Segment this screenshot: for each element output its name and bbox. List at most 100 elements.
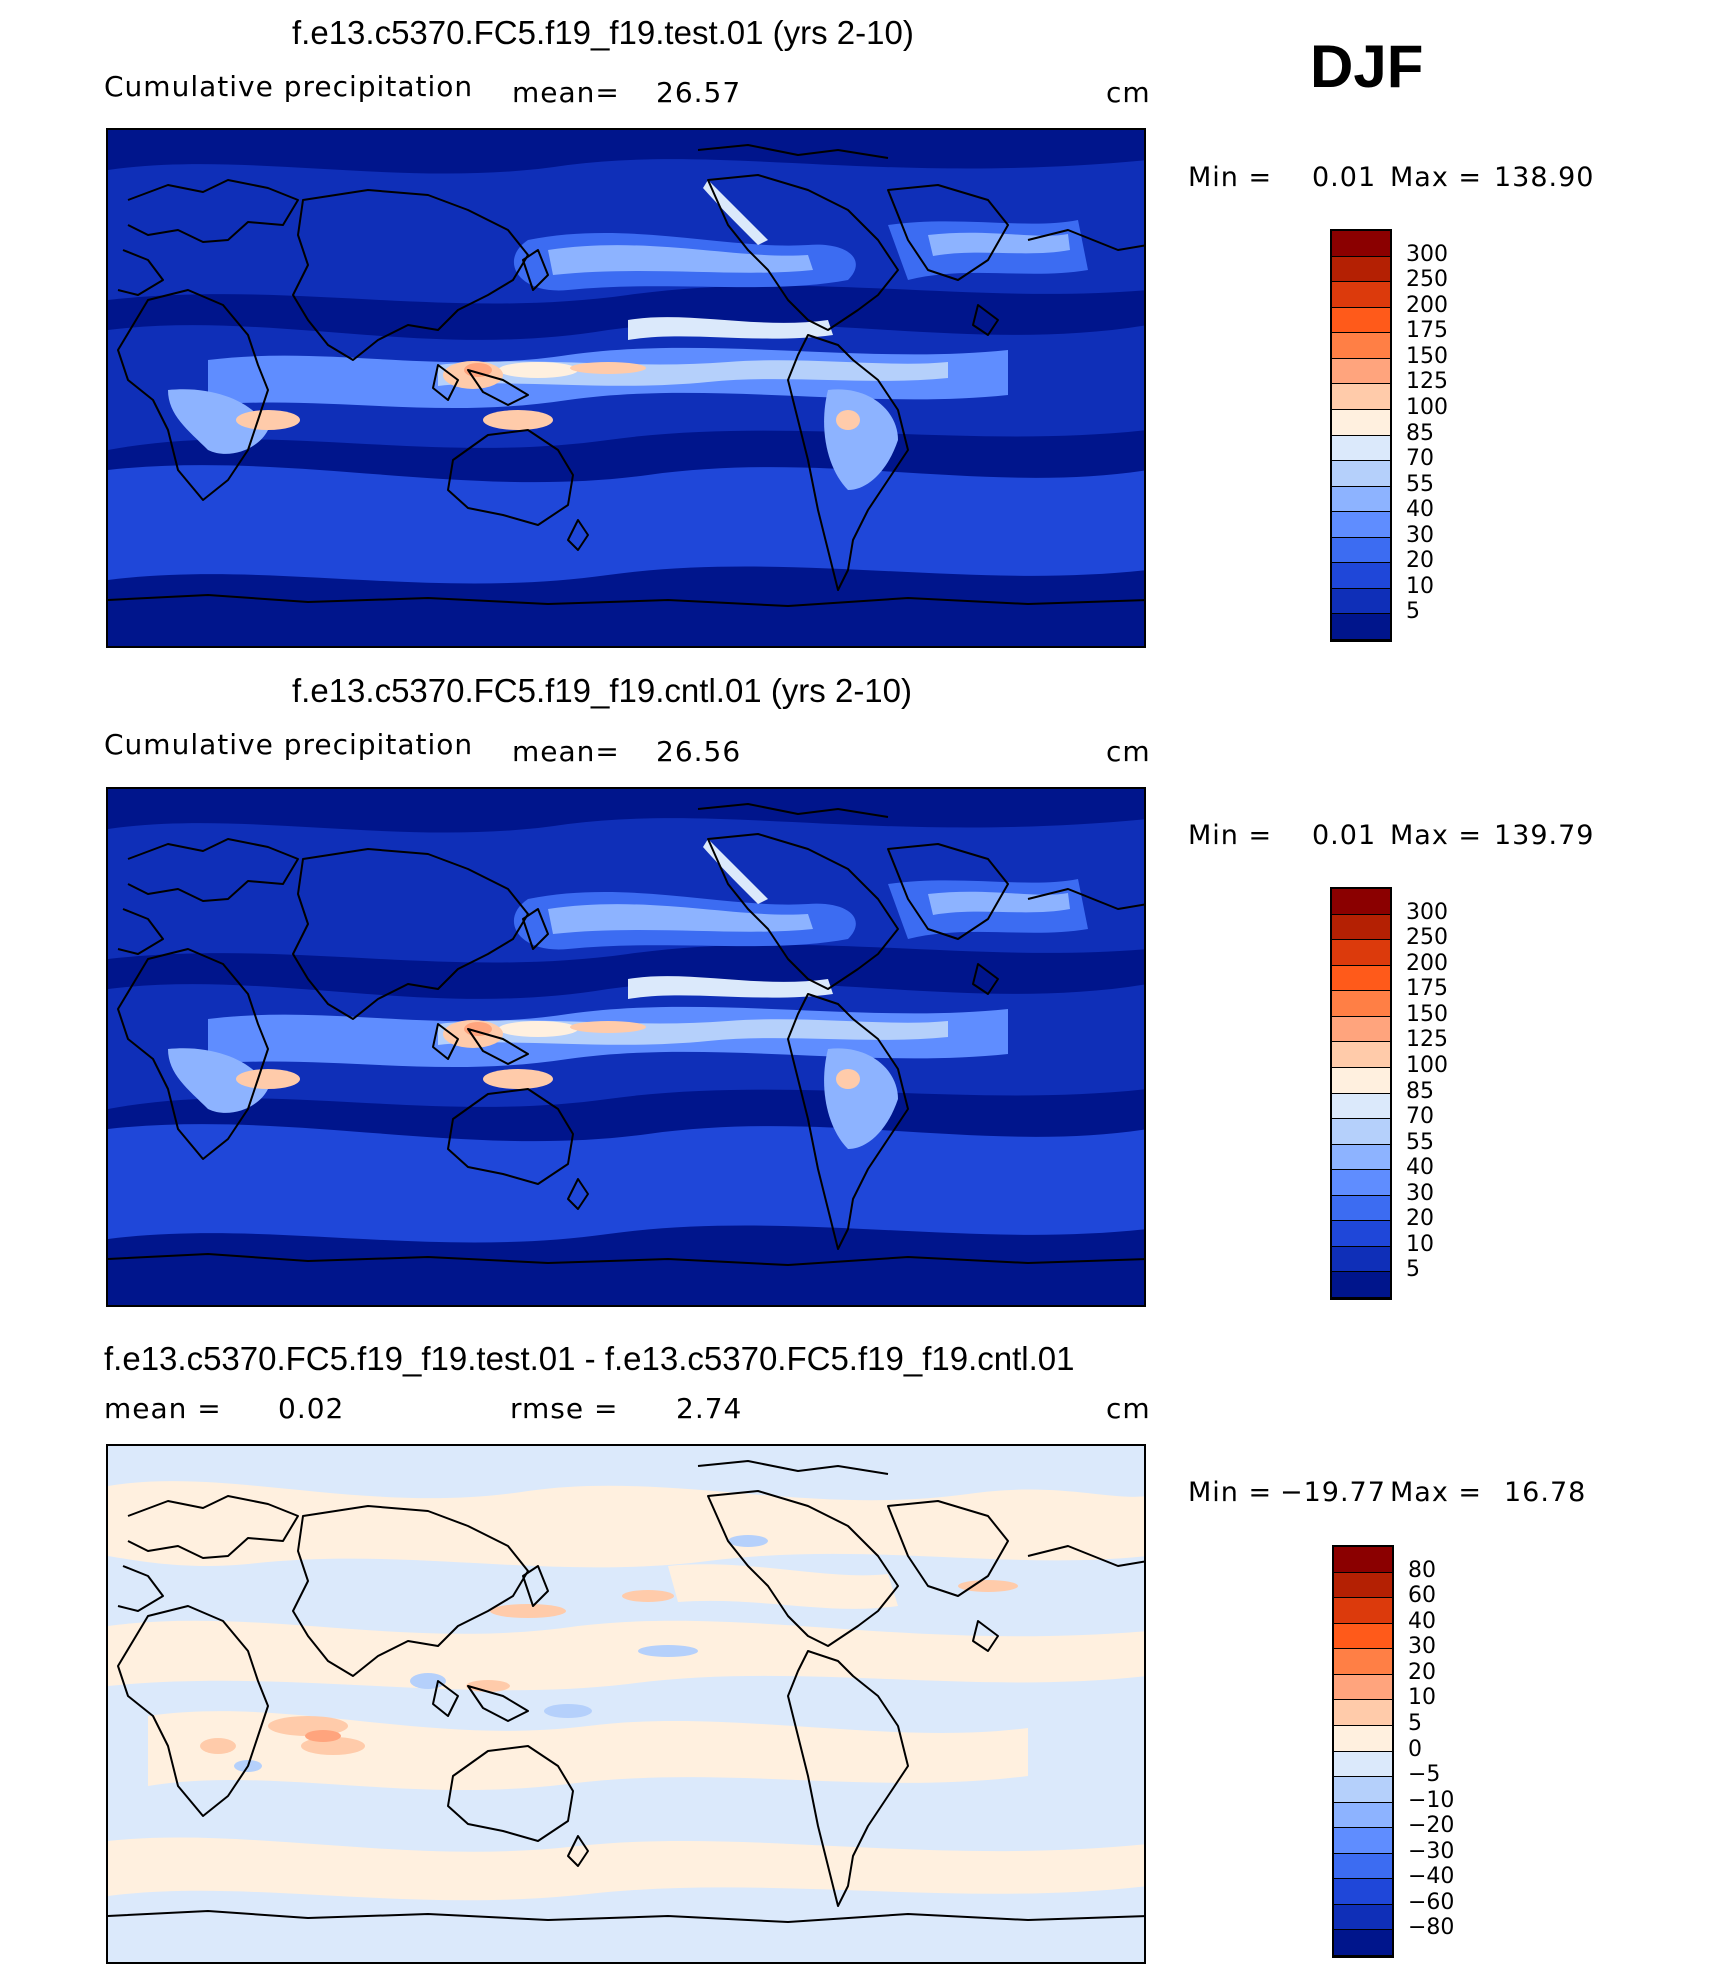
max-value-diff: 16.78	[1504, 1477, 1587, 1508]
colorbar-tick-label: 5	[1408, 1710, 1422, 1736]
units-label-diff: cm	[1106, 1392, 1151, 1425]
panel-title-test: f.e13.c5370.FC5.f19_f19.test.01 (yrs 2-1…	[292, 14, 914, 51]
colorbar-tick-label: 10	[1406, 1231, 1434, 1257]
colorbar-segment	[1334, 1649, 1392, 1675]
colorbar-tick-label: 20	[1406, 1206, 1434, 1232]
colorbar-tick-label: 70	[1406, 446, 1434, 472]
colorbar-segment	[1334, 1547, 1392, 1573]
colorbar-tick-label: −80	[1408, 1915, 1455, 1941]
colorbar-tick-label: 60	[1408, 1583, 1436, 1609]
mean-label-test: mean=	[512, 76, 620, 109]
colorbar-tick-label: −30	[1408, 1838, 1455, 1864]
variable-label-test: Cumulative precipitation	[104, 70, 474, 103]
colorbar-tick-label: 70	[1406, 1104, 1434, 1130]
colorbar-segment	[1332, 940, 1390, 966]
colorbar-tick-label: 20	[1406, 548, 1434, 574]
colorbar-test	[1330, 229, 1392, 642]
rmse-label-diff: rmse =	[510, 1392, 619, 1425]
colorbar-tick-label: 300	[1406, 899, 1448, 925]
map-cntl	[106, 787, 1146, 1307]
colorbar-tick-label: 55	[1406, 1129, 1434, 1155]
mean-label-diff: mean =	[104, 1392, 222, 1425]
colorbar-tick-label: 125	[1406, 1027, 1448, 1053]
units-label-test: cm	[1106, 76, 1151, 109]
colorbar-tick-label: 10	[1406, 573, 1434, 599]
colorbar-tick-label: 5	[1406, 599, 1420, 625]
colorbar-segment	[1332, 1246, 1390, 1273]
colorbar-segment	[1334, 1674, 1392, 1701]
colorbar-tick-label: 85	[1406, 1078, 1434, 1104]
colorbar-diff	[1332, 1545, 1394, 1958]
min-value-test: 0.01	[1312, 162, 1377, 193]
colorbar-segment	[1332, 1119, 1390, 1145]
colorbar-segment	[1332, 256, 1390, 283]
colorbar-segment	[1334, 1700, 1392, 1726]
colorbar-segment	[1332, 435, 1390, 462]
max-label-diff: Max =	[1390, 1477, 1483, 1508]
colorbar-segment	[1332, 965, 1390, 992]
units-label-cntl: cm	[1106, 735, 1151, 768]
colorbar-segment	[1332, 282, 1390, 308]
min-label-cntl: Min =	[1188, 820, 1273, 851]
colorbar-cntl	[1330, 887, 1392, 1300]
min-label-test: Min =	[1188, 162, 1273, 193]
colorbar-segment	[1332, 384, 1390, 410]
max-value-test: 138.90	[1494, 162, 1595, 193]
min-value-cntl: 0.01	[1312, 820, 1377, 851]
colorbar-segment	[1332, 914, 1390, 941]
colorbar-segment	[1334, 1853, 1392, 1880]
map-cntl-field	[108, 789, 1146, 1307]
colorbar-tick-label: 200	[1406, 950, 1448, 976]
colorbar-tick-label: 250	[1406, 925, 1448, 951]
colorbar-segment	[1332, 461, 1390, 487]
season-label: DJF	[1310, 33, 1424, 100]
colorbar-segment	[1332, 614, 1390, 640]
max-label-cntl: Max =	[1390, 820, 1483, 851]
colorbar-segment	[1334, 1598, 1392, 1624]
colorbar-segment	[1334, 1904, 1392, 1931]
colorbar-segment	[1332, 1170, 1390, 1196]
colorbar-segment	[1332, 1016, 1390, 1043]
colorbar-segment	[1334, 1725, 1392, 1752]
colorbar-segment	[1332, 1272, 1390, 1298]
rmse-value-diff: 2.74	[676, 1392, 743, 1425]
colorbar-tick-label: 80	[1408, 1557, 1436, 1583]
min-value-diff: −19.77	[1280, 1477, 1386, 1508]
colorbar-segment	[1332, 563, 1390, 589]
colorbar-tick-label: 40	[1406, 1155, 1434, 1181]
colorbar-tick-label: 5	[1406, 1257, 1420, 1283]
colorbar-segment	[1332, 537, 1390, 564]
colorbar-segment	[1332, 1144, 1390, 1171]
mean-label-cntl: mean=	[512, 735, 620, 768]
map-diff	[106, 1444, 1146, 1964]
colorbar-segment	[1334, 1930, 1392, 1956]
colorbar-segment	[1334, 1623, 1392, 1650]
colorbar-tick-label: 175	[1406, 318, 1448, 344]
colorbar-tick-label: −20	[1408, 1813, 1455, 1839]
max-value-cntl: 139.79	[1494, 820, 1595, 851]
colorbar-tick-label: 150	[1406, 343, 1448, 369]
colorbar-tick-label: 175	[1406, 976, 1448, 1002]
variable-label-cntl: Cumulative precipitation	[104, 728, 474, 761]
colorbar-tick-label: 200	[1406, 292, 1448, 318]
colorbar-segment	[1332, 889, 1390, 915]
colorbar-segment	[1332, 486, 1390, 513]
colorbar-segment	[1332, 307, 1390, 334]
colorbar-segment	[1332, 409, 1390, 436]
colorbar-tick-label: 100	[1406, 1052, 1448, 1078]
min-label-diff: Min =	[1188, 1477, 1273, 1508]
colorbar-tick-label: 30	[1406, 522, 1434, 548]
colorbar-tick-label: 125	[1406, 369, 1448, 395]
colorbar-segment	[1334, 1879, 1392, 1905]
colorbar-tick-label: 300	[1406, 241, 1448, 267]
colorbar-tick-label: 150	[1406, 1001, 1448, 1027]
colorbar-segment	[1332, 1221, 1390, 1247]
colorbar-tick-label: −40	[1408, 1864, 1455, 1890]
colorbar-tick-label: 100	[1406, 394, 1448, 420]
colorbar-tick-label: 30	[1408, 1634, 1436, 1660]
colorbar-tick-label: 20	[1408, 1659, 1436, 1685]
colorbar-segment	[1332, 1093, 1390, 1120]
colorbar-segment	[1332, 588, 1390, 615]
colorbar-tick-label: 85	[1406, 420, 1434, 446]
mean-value-cntl: 26.56	[656, 735, 742, 768]
